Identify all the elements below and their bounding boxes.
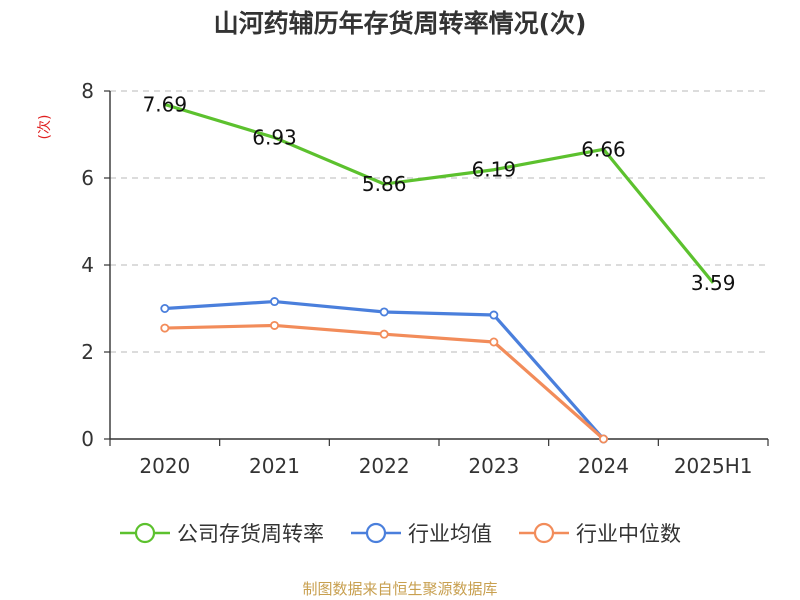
series-lines (160, 102, 715, 444)
legend-item[interactable]: 公司存货周转率 (119, 518, 324, 548)
legend-marker (351, 522, 401, 544)
chart-title: 山河药辅历年存货周转率情况(次) (213, 9, 587, 38)
y-tick-label: 8 (81, 79, 94, 103)
x-tick-label: 2024 (578, 454, 629, 478)
series-line-2 (164, 323, 605, 441)
legend-item[interactable]: 行业均值 (350, 518, 492, 548)
data-point[interactable] (489, 337, 499, 347)
data-point[interactable] (269, 320, 279, 330)
y-tick-label: 6 (81, 166, 94, 190)
x-tick-label: 2023 (468, 454, 519, 478)
legend-label: 行业中位数 (576, 522, 681, 546)
x-tick-label: 2025H1 (674, 454, 753, 478)
data-point[interactable] (379, 329, 389, 339)
legend-marker (519, 522, 569, 544)
y-tick-label: 4 (81, 253, 94, 277)
x-tick-label: 2020 (139, 454, 190, 478)
axes: 0 2 4 6 8 2020 2021 2022 2023 2024 2025H1 (81, 79, 769, 478)
source-note: 制图数据来自恒生聚源数据库 (302, 580, 498, 598)
data-label: 5.86 (362, 172, 407, 196)
data-point[interactable] (379, 307, 389, 317)
legend-marker (120, 522, 170, 544)
data-label: 7.69 (143, 92, 188, 116)
series-line-1 (164, 299, 605, 441)
data-point[interactable] (160, 303, 170, 313)
series-line-0 (164, 102, 715, 284)
data-label: 3.59 (691, 271, 736, 295)
legend: 公司存货周转率 行业均值 行业中位数 (0, 518, 800, 548)
data-labels: 7.69 6.93 5.86 6.19 6.66 3.59 (143, 92, 736, 294)
y-tick-label: 2 (81, 340, 94, 364)
x-tick-label: 2021 (249, 454, 300, 478)
legend-item[interactable]: 行业中位数 (518, 518, 681, 548)
legend-label: 公司存货周转率 (177, 522, 324, 546)
data-label: 6.66 (581, 137, 626, 161)
data-label: 6.19 (472, 158, 517, 182)
data-point[interactable] (489, 310, 499, 320)
y-tick-label: 0 (81, 427, 94, 451)
data-point[interactable] (160, 323, 170, 333)
legend-label: 行业均值 (408, 522, 492, 546)
y-axis-label: (次) (37, 115, 53, 140)
data-point[interactable] (269, 297, 279, 307)
data-label: 6.93 (252, 126, 297, 150)
data-point[interactable] (599, 434, 609, 444)
x-tick-label: 2022 (359, 454, 410, 478)
